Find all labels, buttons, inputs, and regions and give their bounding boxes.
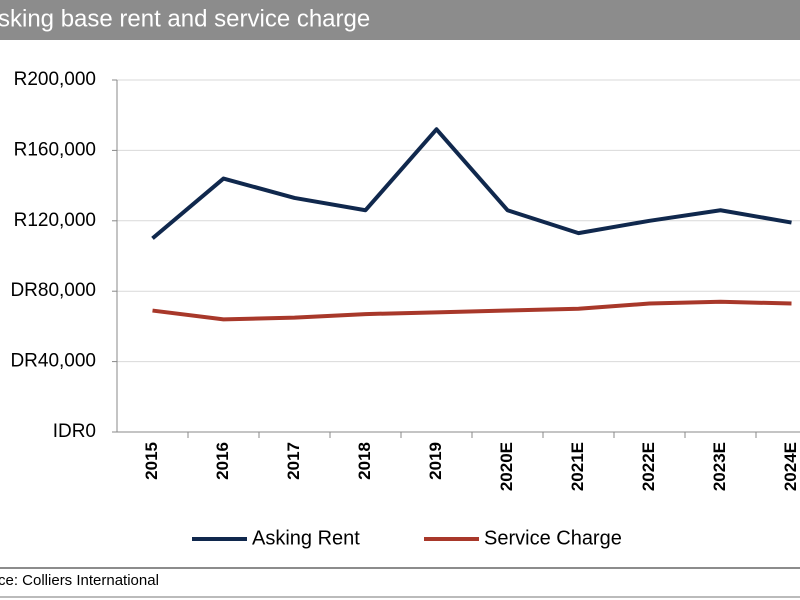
x-tick-label: 2016 xyxy=(213,442,232,480)
y-tick-label: R120,000 xyxy=(14,210,96,231)
x-tick-label: 2022E xyxy=(639,442,658,491)
y-tick-label: DR40,000 xyxy=(10,351,96,372)
legend-label: Service Charge xyxy=(484,527,622,549)
y-tick-label: R200,000 xyxy=(14,69,96,90)
y-tick-label: DR80,000 xyxy=(10,280,96,301)
x-tick-label: 2024E xyxy=(781,442,800,491)
legend-label: Asking Rent xyxy=(252,527,360,549)
source-note: ce: Colliers International xyxy=(0,572,159,589)
x-tick-label: 2019 xyxy=(426,442,445,480)
y-tick-label: IDR0 xyxy=(53,421,96,442)
series-line xyxy=(151,127,792,240)
title-bar xyxy=(0,0,800,40)
series-line xyxy=(152,299,792,322)
x-tick-label: 2021E xyxy=(568,442,587,491)
x-tick-label: 2018 xyxy=(355,442,374,480)
chart-title: sking base rent and service charge xyxy=(0,5,370,32)
x-tick-label: 2023E xyxy=(710,442,729,491)
x-tick-label: 2020E xyxy=(497,442,516,491)
y-tick-label: R160,000 xyxy=(14,139,96,160)
x-tick-label: 2015 xyxy=(142,442,161,480)
x-tick-label: 2017 xyxy=(284,442,303,480)
